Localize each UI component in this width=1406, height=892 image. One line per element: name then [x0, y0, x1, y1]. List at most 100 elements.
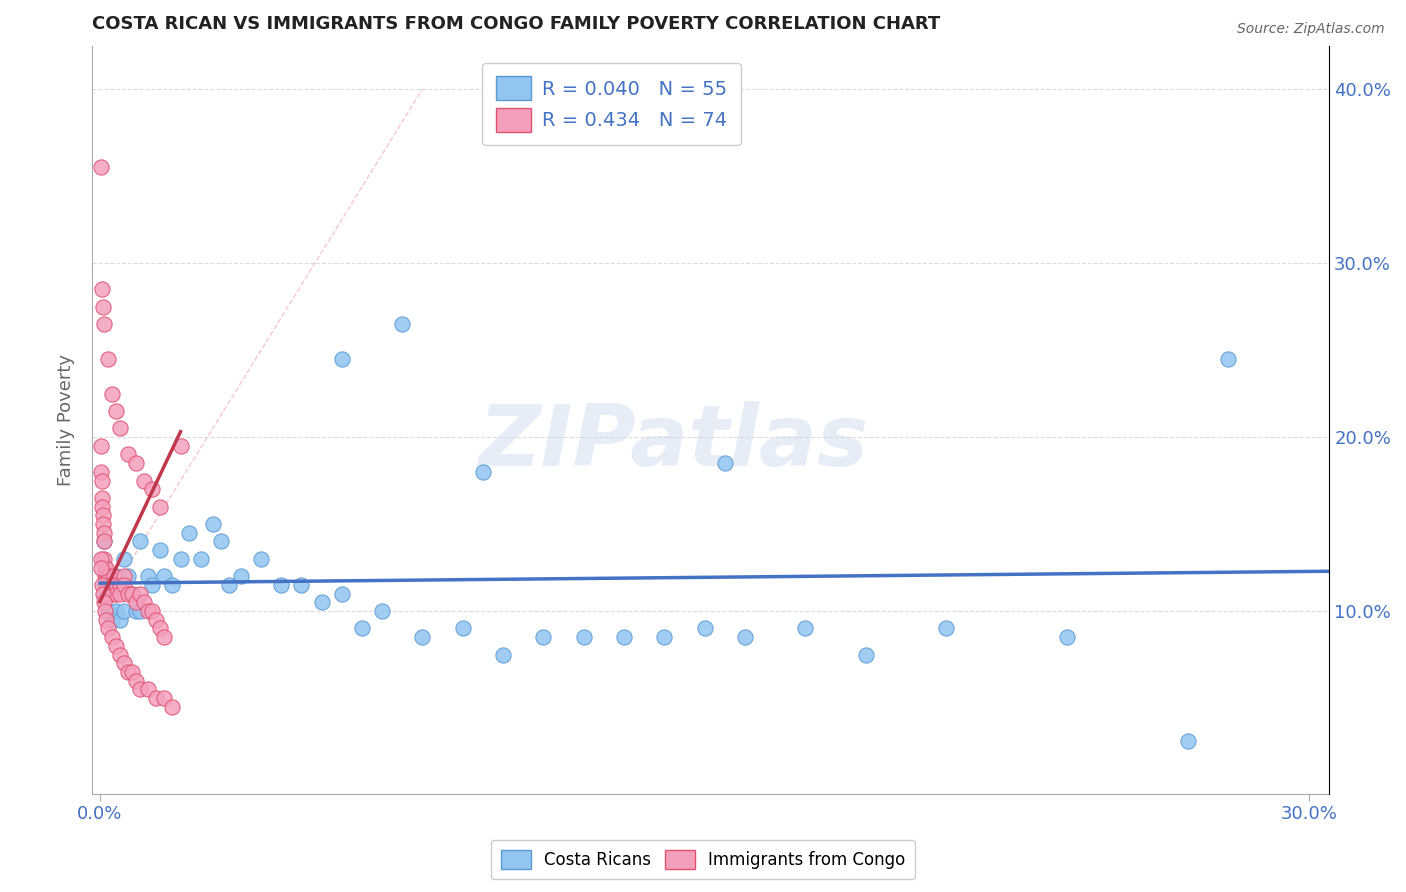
Point — [794, 622, 817, 636]
Point — [121, 586, 143, 600]
Point — [330, 586, 353, 600]
Point — [108, 648, 131, 662]
Point — [693, 622, 716, 636]
Point — [108, 613, 131, 627]
Point — [149, 622, 172, 636]
Point — [101, 578, 124, 592]
Point — [121, 586, 143, 600]
Point — [93, 595, 115, 609]
Text: ZIPatlas: ZIPatlas — [478, 401, 869, 483]
Point — [531, 630, 554, 644]
Point — [90, 560, 112, 574]
Point — [169, 551, 191, 566]
Point — [112, 569, 135, 583]
Point — [90, 474, 112, 488]
Point — [136, 604, 159, 618]
Text: Source: ZipAtlas.com: Source: ZipAtlas.com — [1237, 22, 1385, 37]
Point — [101, 613, 124, 627]
Point — [101, 578, 124, 592]
Point — [90, 465, 112, 479]
Point — [108, 421, 131, 435]
Point — [134, 474, 156, 488]
Point — [101, 386, 124, 401]
Point — [93, 534, 115, 549]
Point — [91, 586, 114, 600]
Point — [105, 604, 128, 618]
Point — [97, 578, 120, 592]
Point — [90, 439, 112, 453]
Point — [129, 534, 152, 549]
Point — [471, 465, 494, 479]
Point — [125, 604, 148, 618]
Legend: R = 0.040   N = 55, R = 0.434   N = 74: R = 0.040 N = 55, R = 0.434 N = 74 — [482, 62, 741, 145]
Point — [93, 317, 115, 331]
Point — [652, 630, 675, 644]
Point — [136, 682, 159, 697]
Point — [250, 551, 273, 566]
Point — [713, 456, 735, 470]
Point — [90, 282, 112, 296]
Point — [855, 648, 877, 662]
Point — [209, 534, 232, 549]
Point — [125, 595, 148, 609]
Point — [153, 569, 176, 583]
Point — [129, 604, 152, 618]
Point — [103, 569, 125, 583]
Point — [1177, 734, 1199, 748]
Point — [105, 569, 128, 583]
Point — [935, 622, 957, 636]
Point — [112, 578, 135, 592]
Point — [201, 516, 224, 531]
Point — [218, 578, 240, 592]
Point — [311, 595, 333, 609]
Point — [572, 630, 595, 644]
Point — [101, 586, 124, 600]
Point — [112, 657, 135, 671]
Point — [93, 551, 115, 566]
Point — [93, 525, 115, 540]
Point — [91, 516, 114, 531]
Point — [613, 630, 636, 644]
Point — [162, 578, 184, 592]
Point — [117, 569, 139, 583]
Point — [93, 604, 115, 618]
Point — [492, 648, 515, 662]
Point — [93, 560, 115, 574]
Point — [125, 673, 148, 688]
Point — [96, 569, 118, 583]
Point — [105, 586, 128, 600]
Point — [117, 447, 139, 461]
Point — [270, 578, 292, 592]
Point — [101, 630, 124, 644]
Point — [190, 551, 212, 566]
Point — [391, 317, 413, 331]
Point — [112, 551, 135, 566]
Point — [149, 500, 172, 514]
Point — [451, 622, 474, 636]
Point — [97, 351, 120, 366]
Point — [96, 586, 118, 600]
Point — [105, 639, 128, 653]
Point — [134, 595, 156, 609]
Point — [153, 691, 176, 706]
Point — [162, 699, 184, 714]
Point — [94, 569, 117, 583]
Point — [129, 682, 152, 697]
Point — [90, 161, 112, 175]
Point — [94, 613, 117, 627]
Point — [91, 300, 114, 314]
Point — [97, 569, 120, 583]
Point — [93, 586, 115, 600]
Point — [125, 456, 148, 470]
Text: COSTA RICAN VS IMMIGRANTS FROM CONGO FAMILY POVERTY CORRELATION CHART: COSTA RICAN VS IMMIGRANTS FROM CONGO FAM… — [91, 15, 941, 33]
Point — [94, 578, 117, 592]
Point — [734, 630, 756, 644]
Point — [145, 613, 167, 627]
Point — [97, 604, 120, 618]
Point — [108, 578, 131, 592]
Point — [177, 525, 200, 540]
Point — [90, 491, 112, 505]
Point — [90, 578, 112, 592]
Point — [97, 569, 120, 583]
Point — [94, 560, 117, 574]
